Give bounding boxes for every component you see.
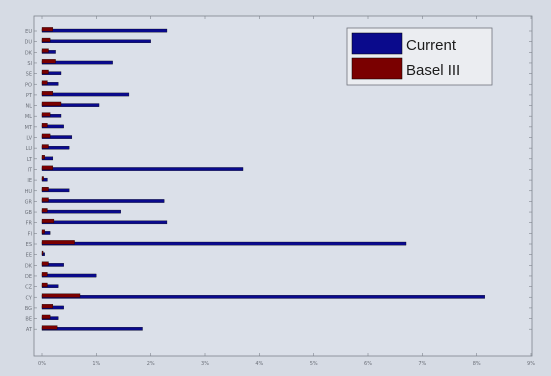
bar-basel-iii-ie-14 <box>41 176 44 181</box>
y-tick-label: MT <box>25 125 33 131</box>
y-tick-label: EE <box>26 253 32 259</box>
legend-label-current: Current <box>406 37 457 54</box>
y-tick-label: FR <box>26 221 33 227</box>
y-tick-label: FI <box>28 231 32 237</box>
legend-swatch-current <box>351 32 403 55</box>
y-tick-label: DK <box>25 263 33 269</box>
bar-current-fr-18 <box>41 220 168 225</box>
bar-basel-iii-po-5 <box>41 80 48 85</box>
bars-group <box>41 27 485 331</box>
y-tick-label: EU <box>25 29 32 35</box>
x-tick-label: 3% <box>201 361 209 367</box>
bar-basel-iii-lv-10 <box>41 133 51 138</box>
bar-basel-iii-hu-15 <box>41 186 49 192</box>
y-tick-label: SE <box>26 72 32 78</box>
bar-current-eu-0 <box>41 28 168 33</box>
y-tick-label: BE <box>25 317 32 323</box>
y-tick-label: ML <box>25 114 32 120</box>
legend-swatch-basel-iii <box>351 57 403 80</box>
y-axis: EU DU DK SI SE PO PT NL ML MT LV LU LT IT IE HU GR GB FR FI… <box>24 29 532 333</box>
bar-basel-iii-bg-26 <box>41 304 54 309</box>
y-tick-label: CZ <box>25 285 32 291</box>
y-tick-label: SI <box>27 61 32 67</box>
bar-basel-iii-pt-6 <box>41 91 54 96</box>
legend-label-basel-iii: Basel III <box>406 62 460 79</box>
x-tick-label: 2% <box>147 361 155 367</box>
bar-basel-iii-fr-18 <box>41 218 55 224</box>
bar-current-de-23 <box>41 273 97 278</box>
bar-basel-iii-gb-17 <box>41 208 48 213</box>
bar-basel-iii-it-13 <box>41 165 54 170</box>
bar-basel-iii-mt-9 <box>41 123 48 128</box>
y-tick-label: GB <box>25 210 33 216</box>
bar-basel-iii-lu-11 <box>41 144 49 149</box>
bar-current-gb-17 <box>41 209 121 214</box>
bar-basel-iii-de-23 <box>41 272 48 277</box>
y-tick-label: AT <box>26 327 33 333</box>
bar-basel-iii-fi-19 <box>41 229 45 234</box>
y-tick-label: ES <box>26 242 32 248</box>
y-tick-label: NL <box>25 104 32 110</box>
legend: Current Basel III <box>346 27 493 86</box>
x-tick-label: 0% <box>38 361 46 367</box>
x-tick-label: 5% <box>310 361 318 367</box>
bar-current-es-20 <box>41 241 407 246</box>
bar-current-du-1 <box>41 39 151 44</box>
y-tick-label: LU <box>26 146 33 152</box>
bar-basel-iii-si-3 <box>41 59 56 64</box>
bar-basel-iii-at-28 <box>41 325 58 330</box>
bar-basel-iii-lt-12 <box>41 155 45 160</box>
y-tick-label: CY <box>26 295 33 301</box>
y-tick-label: DE <box>25 274 32 280</box>
x-tick-label: 8% <box>473 361 481 367</box>
bar-basel-iii-es-20 <box>41 240 75 245</box>
bar-basel-iii-cz-24 <box>41 282 48 287</box>
x-axis: 0% 1% 2% 3% 4% 5% 6% 7% 8% 9% <box>38 16 535 367</box>
bar-current-gr-16 <box>41 199 165 203</box>
y-tick-label: IE <box>27 178 32 184</box>
x-tick-label: 1% <box>92 361 100 367</box>
bar-current-pt-6 <box>41 92 130 97</box>
y-tick-label: PO <box>25 82 32 88</box>
y-tick-label: PT <box>26 93 33 99</box>
bar-current-it-13 <box>41 167 244 171</box>
bar-basel-iii-ee-21 <box>41 250 44 256</box>
y-tick-label: LV <box>26 136 32 142</box>
bar-basel-iii-cy-25 <box>41 293 81 298</box>
bar-basel-iii-eu-0 <box>41 27 54 32</box>
y-tick-label: HU <box>25 189 33 195</box>
x-tick-label: 9% <box>527 361 535 367</box>
bar-current-cy-25 <box>41 295 485 299</box>
bar-basel-iii-se-4 <box>41 69 49 74</box>
bar-basel-iii-du-1 <box>41 37 51 42</box>
bar-basel-iii-be-27 <box>41 314 51 319</box>
y-tick-label: GR <box>25 199 33 205</box>
bar-basel-iii-nl-7 <box>41 101 62 106</box>
bar-basel-iii-ml-8 <box>41 112 51 117</box>
bar-basel-iii-dk-2 <box>41 48 49 53</box>
y-tick-label: DK <box>25 50 33 56</box>
y-tick-label: BG <box>25 306 32 312</box>
y-tick-label: DU <box>24 40 32 46</box>
bar-basel-iii-gr-16 <box>41 197 49 202</box>
x-tick-label: 7% <box>418 361 426 367</box>
y-tick-label: IT <box>27 167 32 173</box>
x-tick-label: 6% <box>364 361 372 367</box>
y-tick-label: LT <box>27 157 33 163</box>
bar-basel-iii-dk-22 <box>41 261 49 266</box>
x-tick-label: 4% <box>255 361 263 367</box>
